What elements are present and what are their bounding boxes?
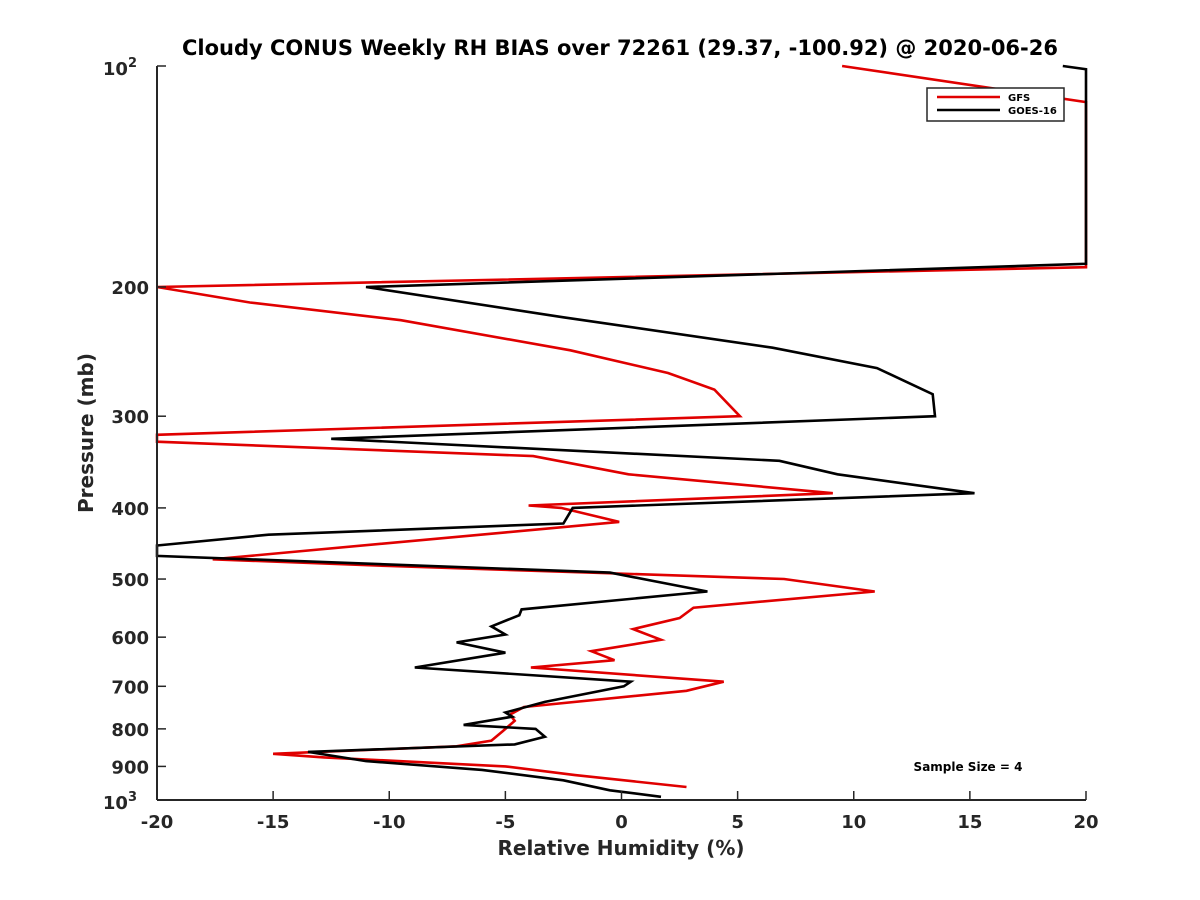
- y-tick-label: 700: [111, 677, 149, 698]
- chart-title: Cloudy CONUS Weekly RH BIAS over 72261 (…: [182, 36, 1058, 60]
- x-tick-label: -20: [141, 812, 174, 833]
- legend-label-gfs: GFS: [1008, 93, 1030, 104]
- y-axis-label: Pressure (mb): [74, 353, 98, 513]
- x-tick-label: -5: [495, 812, 515, 833]
- sample-size-note: Sample Size = 4: [914, 760, 1023, 774]
- y-tick-label: 103: [103, 790, 137, 814]
- legend: GFS GOES-16: [926, 87, 1065, 122]
- series-line-gfs: [155, 64, 1088, 789]
- x-axis-label: Relative Humidity (%): [497, 836, 744, 860]
- series-line-goes16: [155, 64, 1088, 799]
- x-tick-label: 10: [841, 812, 866, 833]
- x-tick-label: -10: [373, 812, 406, 833]
- plot-lines: [155, 64, 1088, 799]
- y-tick-label: 900: [111, 757, 149, 778]
- x-ticks: -20 -15 -10 -5 0 5 10 15 20: [141, 791, 1099, 833]
- y-ticks: 102 200 300 400 500 600 700 800 900 103: [103, 56, 166, 814]
- y-tick-label: 600: [111, 628, 149, 649]
- y-tick-label: 500: [111, 570, 149, 591]
- x-tick-label: 0: [615, 812, 628, 833]
- legend-box: [926, 87, 1065, 122]
- y-tick-label: 102: [103, 56, 137, 80]
- x-tick-label: -15: [257, 812, 290, 833]
- y-tick-label: 200: [111, 278, 149, 299]
- y-tick-label: 400: [111, 499, 149, 520]
- legend-label-goes16: GOES-16: [1008, 106, 1057, 117]
- x-tick-label: 20: [1073, 812, 1098, 833]
- x-tick-label: 5: [731, 812, 744, 833]
- y-tick-label: 800: [111, 720, 149, 741]
- y-tick-label: 300: [111, 407, 149, 428]
- x-tick-label: 15: [957, 812, 982, 833]
